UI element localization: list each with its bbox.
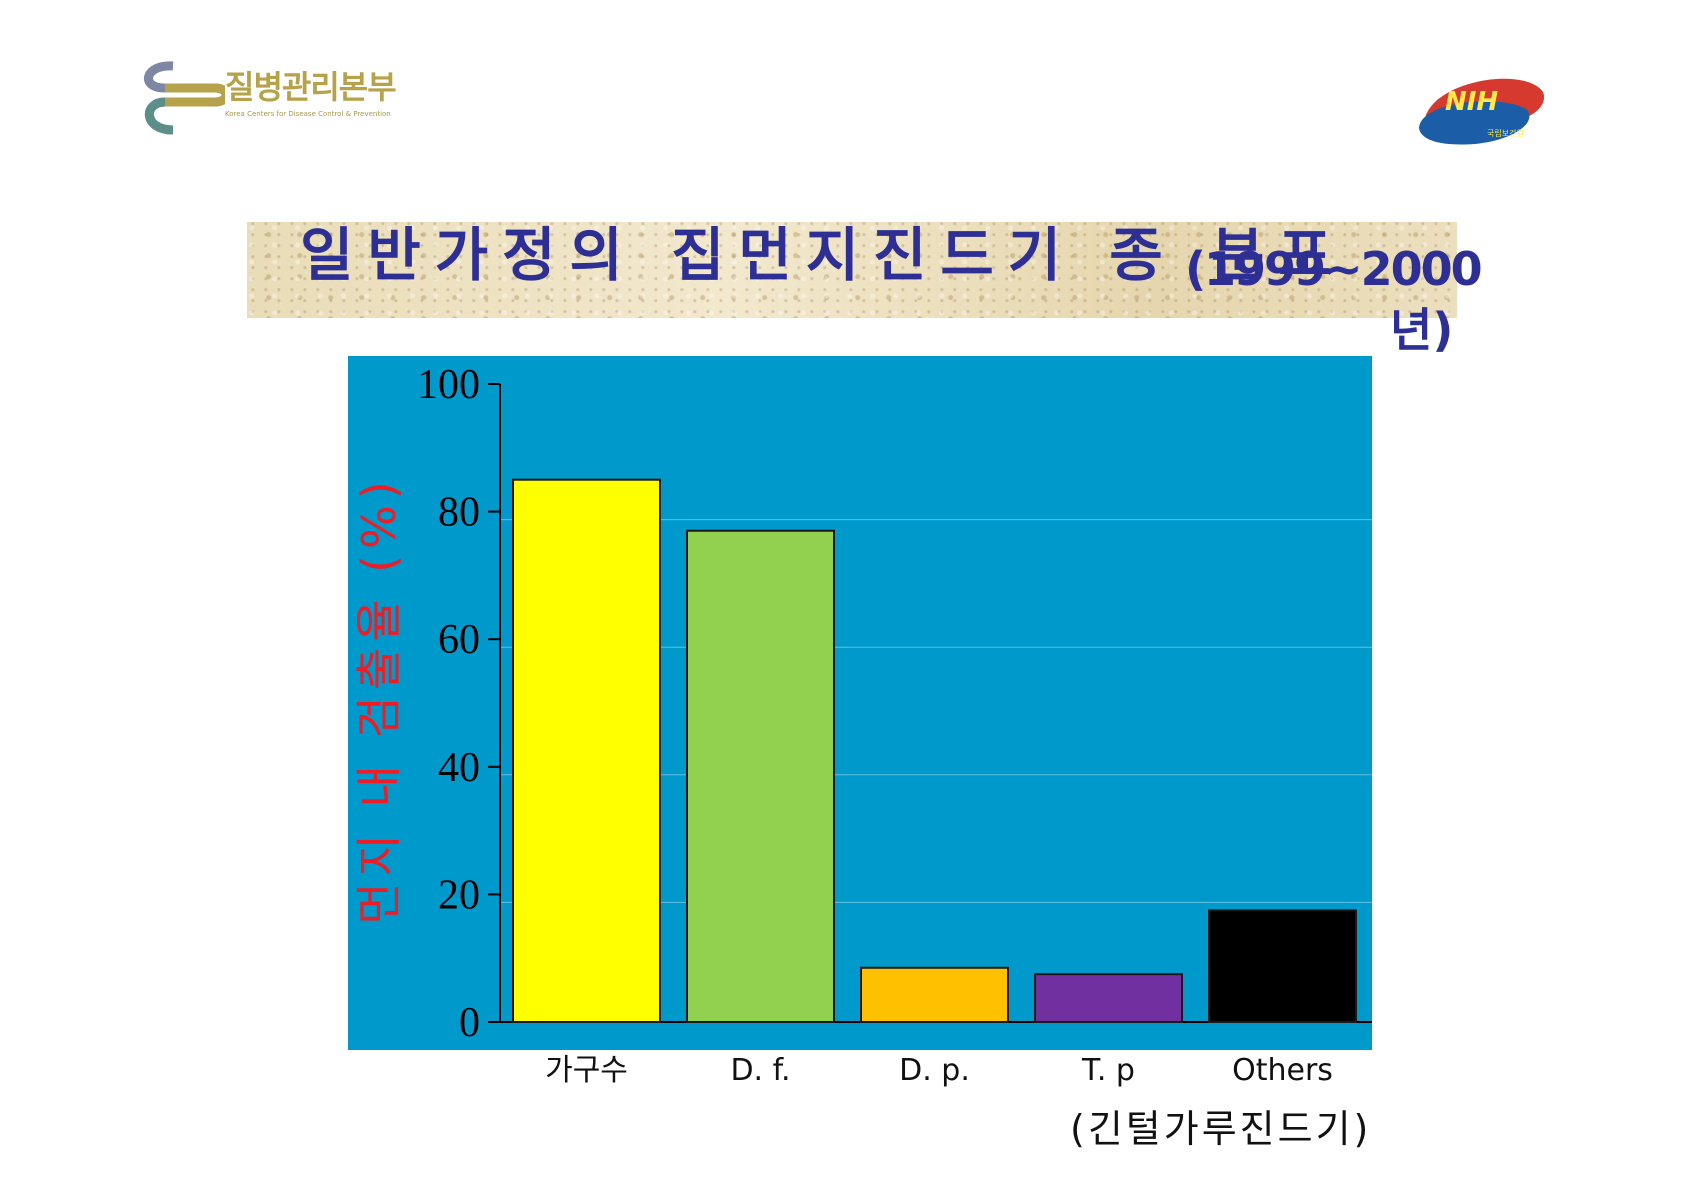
- kcdc-org-subtitle: Korea Centers for Disease Control & Prev…: [225, 110, 391, 118]
- y-axis-label: 먼지 내 검출율 (%): [352, 475, 406, 924]
- title-year-suffix: 년): [1390, 303, 1454, 357]
- x-axis-footnote: (긴털가루진드기): [1070, 1107, 1372, 1151]
- y-tick-label: 40: [438, 745, 480, 791]
- bars: [512, 478, 1357, 1024]
- x-tick-label: T. p: [1081, 1053, 1135, 1088]
- y-tick-label: 80: [438, 490, 480, 536]
- x-tick-label: D. p.: [899, 1053, 970, 1088]
- kcdc-org-name: 질병관리본부: [225, 68, 397, 106]
- y-tick-label: 0: [459, 1000, 480, 1046]
- bar-3: [1034, 973, 1183, 1024]
- nih-logo-subtext: 국립보건원: [1487, 128, 1524, 138]
- y-tick-label: 20: [438, 872, 480, 918]
- title-year: (1999~2000: [1185, 242, 1483, 296]
- bar-4: [1208, 909, 1357, 1023]
- title-banner: [247, 222, 1457, 318]
- bar-0: [512, 478, 661, 1023]
- x-tick-labels: 가구수 D. f. D. p. T. p Others: [545, 1053, 1333, 1088]
- nih-logo: NIH 국립보건원: [1415, 70, 1550, 152]
- y-ticks: 0 20 40 60 80 100: [417, 362, 500, 1046]
- y-tick-label: 60: [438, 617, 480, 663]
- x-tick-label: D. f.: [730, 1053, 790, 1088]
- x-tick-label: 가구수: [545, 1053, 628, 1088]
- kcdc-logo: 질병관리본부 Korea Centers for Disease Control…: [135, 58, 425, 138]
- x-tick-label: Others: [1232, 1053, 1333, 1088]
- y-tick-label: 100: [417, 362, 480, 408]
- page-title: 일반가정의 집먼지진드기 종 분포: [300, 221, 1346, 289]
- bar-1: [686, 529, 835, 1023]
- bar-2: [860, 966, 1009, 1024]
- nih-logo-text: NIH: [1445, 87, 1498, 117]
